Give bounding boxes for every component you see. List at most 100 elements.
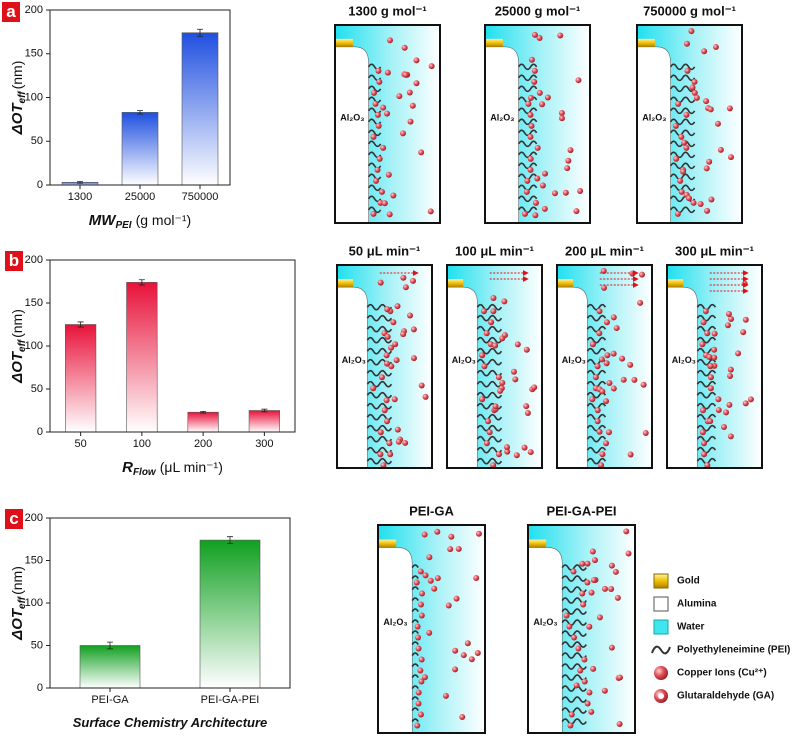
cu-ion [378, 188, 385, 195]
pei-chain [411, 707, 419, 712]
cu-ion [542, 170, 549, 177]
cu-ion [418, 656, 425, 663]
cu-ion [490, 295, 497, 302]
error-bar [107, 641, 113, 650]
legend-label: Polyethyleneimine (PEI) [677, 645, 790, 656]
legend-icon [653, 619, 669, 635]
cu-ion [601, 687, 608, 694]
cu-ion [596, 428, 603, 435]
cu-ion [422, 572, 429, 579]
cu-ion [374, 111, 381, 118]
x-axis-label: MWPEI (g mol⁻¹) [89, 212, 191, 231]
cu-ion [728, 316, 735, 323]
schematic-title: 50 μL min⁻¹ [349, 243, 421, 258]
cu-ion [711, 354, 718, 361]
cu-ion [577, 667, 584, 674]
cu-ion [536, 34, 543, 41]
cu-ion [563, 612, 570, 619]
cu-ion [460, 652, 467, 659]
cu-ion [699, 341, 706, 348]
cu-ion [383, 397, 390, 404]
cu-ion [711, 330, 718, 337]
y-tick-label: 0 [37, 426, 43, 438]
cu-ion [399, 130, 406, 137]
cu-ion [370, 210, 377, 217]
cu-ion [387, 37, 394, 44]
cu-ion [700, 407, 707, 414]
cu-ion [558, 110, 565, 117]
gold [667, 279, 684, 288]
cu-ion [376, 78, 383, 85]
cu-ion [712, 44, 719, 51]
cu-ion [674, 210, 681, 217]
pei-chain [561, 575, 587, 582]
cu-ion [417, 568, 424, 575]
alumina-label: Al₂O₃ [340, 112, 364, 122]
y-tick-label: 100 [25, 340, 43, 352]
cu-ion [691, 89, 698, 96]
cu-ion [375, 67, 382, 74]
cu-ion [601, 585, 608, 592]
cu-ion [725, 310, 732, 317]
cu-ion [575, 77, 582, 84]
cu-ion [431, 585, 438, 592]
gold [637, 38, 655, 47]
cu-ion [485, 418, 492, 425]
legend-label: Copper Ions (Cu²⁺) [677, 668, 767, 679]
error-bar [77, 321, 84, 328]
cu-ion [384, 110, 391, 117]
y-label-unit: (nm) [9, 61, 25, 90]
alumina [666, 286, 698, 469]
alumina-label: Al₂O₃ [562, 355, 586, 365]
cu-ion [680, 168, 687, 175]
x-label-main: Surface Chemistry Architecture [73, 715, 268, 730]
cu-ion [401, 44, 408, 51]
cu-ion [415, 700, 422, 707]
gold [378, 539, 397, 548]
cu-ion [579, 590, 586, 597]
cu-ion [497, 387, 504, 394]
cu-ion [434, 528, 441, 535]
error-bar [137, 110, 143, 115]
cu-ion [690, 199, 697, 206]
pei-chain [517, 129, 538, 137]
cu-ion [727, 366, 734, 373]
pei-chain [669, 206, 696, 214]
cu-ion [527, 155, 534, 162]
legend-icon [653, 573, 669, 589]
cu-ion [610, 350, 617, 357]
cu-ion [531, 31, 538, 38]
cu-ion [386, 440, 393, 447]
cu-ion [565, 157, 572, 164]
cu-ion [479, 352, 486, 359]
cu-ion [715, 396, 722, 403]
cu-ion [606, 380, 613, 387]
cu-ion [697, 201, 704, 208]
cu-ion [686, 195, 693, 202]
cu-ion [455, 545, 462, 552]
cu-ion [707, 362, 714, 369]
x-tick-label: 50 [75, 438, 87, 450]
cu-ion [720, 424, 727, 431]
cu-ion [523, 188, 530, 195]
y-tick-label: 0 [37, 682, 43, 694]
pei-chain [411, 564, 419, 569]
cu-ion [501, 298, 508, 305]
cu-ion [417, 667, 424, 674]
pei-chain [367, 206, 382, 214]
y-label-sub: eff [17, 338, 28, 352]
bar [79, 645, 141, 689]
cu-ion [699, 429, 706, 436]
gold [335, 38, 353, 47]
schematic-title: 750000 g mol⁻¹ [643, 3, 736, 18]
pei-chain [411, 685, 419, 690]
y-label-sub: eff [17, 595, 28, 609]
cu-ion [483, 440, 490, 447]
pei-chain [586, 336, 607, 344]
cu-ion [701, 451, 708, 458]
cu-ion [727, 433, 734, 440]
pei-chain [561, 707, 587, 714]
y-label-main: ΔOT [9, 350, 26, 384]
x-tick-label: 25000 [125, 191, 156, 203]
cu-ion [413, 579, 420, 586]
